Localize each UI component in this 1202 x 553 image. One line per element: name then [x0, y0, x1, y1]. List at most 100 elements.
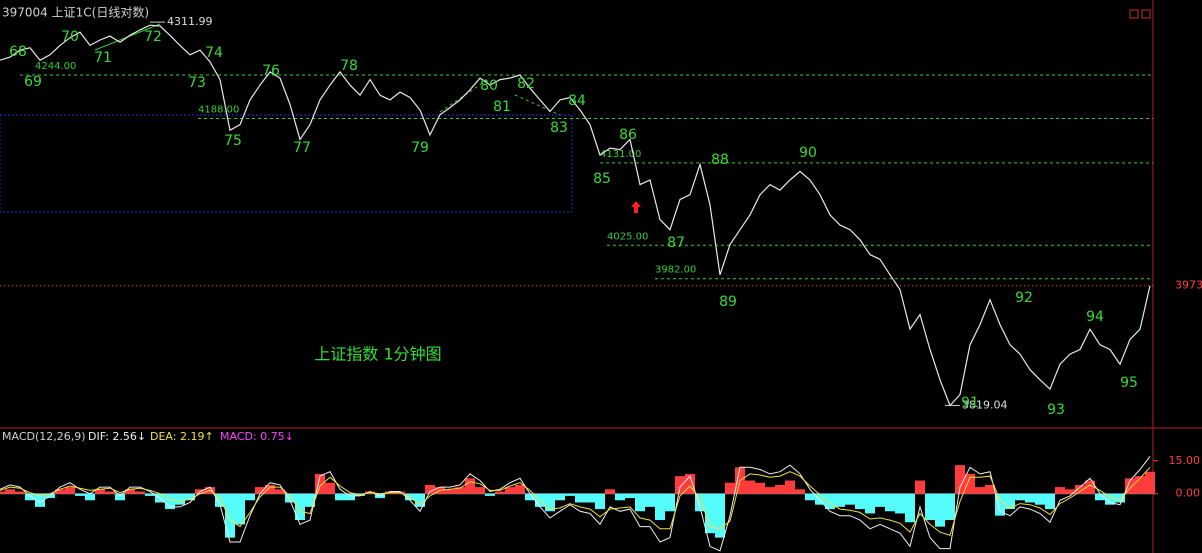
macd-bar	[115, 493, 125, 501]
macd-bar	[855, 493, 865, 510]
macd-bar	[1135, 476, 1145, 494]
macd-bar	[105, 491, 115, 494]
macd-bar	[845, 493, 855, 505]
macd-bar	[325, 482, 335, 494]
macd-bar	[35, 493, 45, 507]
wave-label: 70	[61, 29, 79, 45]
wave-label: 90	[799, 145, 817, 161]
macd-bar	[705, 493, 715, 534]
macd-bar	[1095, 493, 1105, 501]
wave-label: 73	[188, 75, 206, 91]
wave-label: 91	[961, 395, 979, 411]
wave-label: 95	[1120, 375, 1138, 391]
macd-bar	[1085, 480, 1095, 494]
macd-bar	[255, 487, 265, 494]
y-tick-label: 15.00	[1169, 454, 1201, 467]
last-price-label: 3973	[1175, 279, 1202, 292]
macd-title: MACD(12,26,9)	[2, 430, 86, 443]
wave-label: 68	[9, 44, 27, 60]
macd-bar	[935, 493, 945, 527]
wave-label: 76	[262, 63, 280, 79]
macd-bar	[865, 493, 875, 514]
legend-entry: MACD: 0.75↓	[220, 430, 294, 443]
macd-bar	[315, 473, 325, 494]
wave-label: 74	[205, 45, 223, 61]
macd-bar	[1125, 478, 1135, 494]
wave-label: 89	[719, 294, 737, 310]
macd-bar	[1055, 487, 1065, 494]
macd-bar	[965, 473, 975, 494]
macd-bar	[175, 493, 185, 505]
chart-title: 397004 上证1C(日线对数)	[2, 5, 149, 20]
macd-bar	[985, 484, 995, 494]
macd-bar	[215, 493, 225, 507]
macd-bar	[615, 493, 625, 501]
macd-bar	[425, 484, 435, 494]
macd-bar	[295, 493, 305, 521]
wave-label: 79	[411, 140, 429, 156]
macd-bar	[65, 487, 75, 494]
macd-bar	[345, 493, 355, 501]
macd-bar	[475, 487, 485, 494]
macd-bar	[815, 493, 825, 505]
macd-bar	[715, 493, 725, 538]
macd-bar	[415, 493, 425, 507]
macd-bar	[235, 493, 245, 525]
macd-bar	[1045, 493, 1055, 510]
window-icon[interactable]	[1141, 9, 1151, 19]
legend-entry: DIF: 2.56↓	[88, 430, 146, 443]
macd-bar	[745, 480, 755, 494]
macd-bar	[635, 493, 645, 512]
wave-label: 78	[340, 58, 358, 74]
annotation: 上证指数 1分钟图	[314, 345, 441, 364]
macd-bar	[805, 493, 815, 501]
macd-bar	[575, 493, 585, 503]
macd-bar	[95, 489, 105, 494]
macd-bar	[555, 493, 565, 501]
macd-bar	[75, 493, 85, 496]
macd-bar	[25, 493, 35, 501]
signal-arrow	[631, 201, 641, 213]
macd-bar	[915, 480, 925, 494]
wave-label: 86	[619, 127, 637, 143]
macd-bar	[765, 487, 775, 494]
macd-bar	[795, 489, 805, 494]
low-label: 3819.04	[962, 398, 1008, 411]
wave-label: 80	[480, 78, 498, 94]
wave-label: 83	[550, 120, 568, 136]
macd-bar	[505, 487, 515, 494]
macd-bar	[185, 493, 195, 501]
macd-bar	[285, 493, 295, 503]
macd-bar	[925, 493, 935, 521]
macd-bar	[145, 493, 155, 496]
wave-label: 72	[144, 29, 162, 45]
macd-bar	[465, 478, 475, 494]
macd-bar	[695, 493, 705, 512]
window-icon[interactable]	[1129, 9, 1139, 19]
wave-label: 69	[24, 74, 42, 90]
macd-bar	[1035, 493, 1045, 505]
macd-bar	[335, 493, 345, 501]
macd-bar	[5, 489, 15, 494]
macd-bar	[755, 482, 765, 494]
macd-bar	[85, 493, 95, 501]
macd-bar	[1115, 493, 1125, 503]
macd-bar	[565, 493, 575, 496]
macd-bar	[275, 489, 285, 494]
wave-label: 82	[517, 76, 535, 92]
macd-bar	[655, 493, 665, 521]
wave-label: 84	[568, 93, 586, 109]
macd-bar	[885, 493, 895, 512]
macd-bar	[785, 480, 795, 494]
wave-label: 71	[94, 50, 112, 66]
macd-bar	[725, 482, 735, 494]
macd-bar	[1105, 493, 1115, 505]
wave-label: 85	[593, 171, 611, 187]
wave-label: 93	[1047, 402, 1065, 418]
high-label: 4311.99	[167, 15, 213, 28]
wave-label: 88	[711, 152, 729, 168]
macd-line	[0, 456, 1151, 552]
price-line	[0, 24, 1151, 407]
macd-bar	[515, 484, 525, 494]
